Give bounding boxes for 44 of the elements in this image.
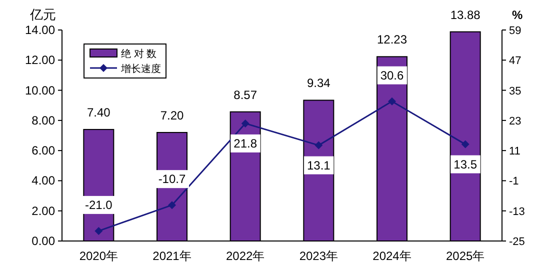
- y-tick-label: 4.00: [32, 174, 56, 188]
- point: [168, 201, 176, 210]
- x-tick-label: 2021年: [152, 249, 192, 263]
- data-label: 7.20: [160, 108, 184, 122]
- x-tick-label: 2024年: [372, 249, 412, 263]
- y2-tick-label: -25: [509, 236, 525, 248]
- data-label: 8.57: [234, 88, 258, 102]
- y2-tick-label: -1: [509, 176, 519, 188]
- x-tick-label: 2023年: [299, 249, 338, 263]
- point: [388, 97, 396, 106]
- y2-axis-title: %: [512, 8, 523, 22]
- x-tick-label: 2022年: [226, 249, 265, 263]
- y2-tick-label: -13: [509, 206, 525, 218]
- data-label: 13.5: [454, 157, 478, 172]
- y-tick-label: 0.00: [32, 234, 56, 248]
- y-axis-title: 亿元: [29, 7, 56, 22]
- x-tick-label: 2025年: [446, 249, 485, 263]
- legend-label: 增长速度: [120, 63, 161, 75]
- data-label: 7.40: [86, 105, 111, 120]
- y2-tick-label: 11: [509, 146, 520, 158]
- y-tick-label: 2.00: [32, 204, 56, 218]
- data-label: 30.6: [380, 68, 404, 82]
- point: [94, 226, 103, 235]
- data-label: 13.1: [306, 158, 331, 172]
- point: [461, 140, 470, 148]
- data-label: 12.23: [376, 32, 408, 47]
- y2-tick-label: 47: [509, 55, 522, 68]
- y-tick-label: 14.00: [24, 23, 56, 37]
- y-tick-label: 6.00: [32, 144, 56, 158]
- data-label: 21.8: [234, 136, 258, 150]
- data-label: 9.34: [306, 76, 331, 90]
- legend-label: 绝 对 数: [121, 48, 157, 60]
- y2-tick-label: 59: [509, 25, 522, 37]
- point: [314, 141, 323, 150]
- y-tick-label: 10.00: [24, 83, 56, 98]
- data-label: 13.88: [450, 8, 481, 22]
- data-label: -21.0: [84, 198, 113, 212]
- y2-tick-label: 35: [509, 85, 522, 98]
- point: [241, 119, 250, 128]
- y2-tick-label: 23: [509, 115, 522, 128]
- y-tick-label: 8.00: [32, 113, 56, 128]
- data-label: -10.7: [158, 172, 186, 186]
- y-tick-label: 12.00: [24, 53, 56, 68]
- x-tick-label: 2020年: [79, 249, 118, 263]
